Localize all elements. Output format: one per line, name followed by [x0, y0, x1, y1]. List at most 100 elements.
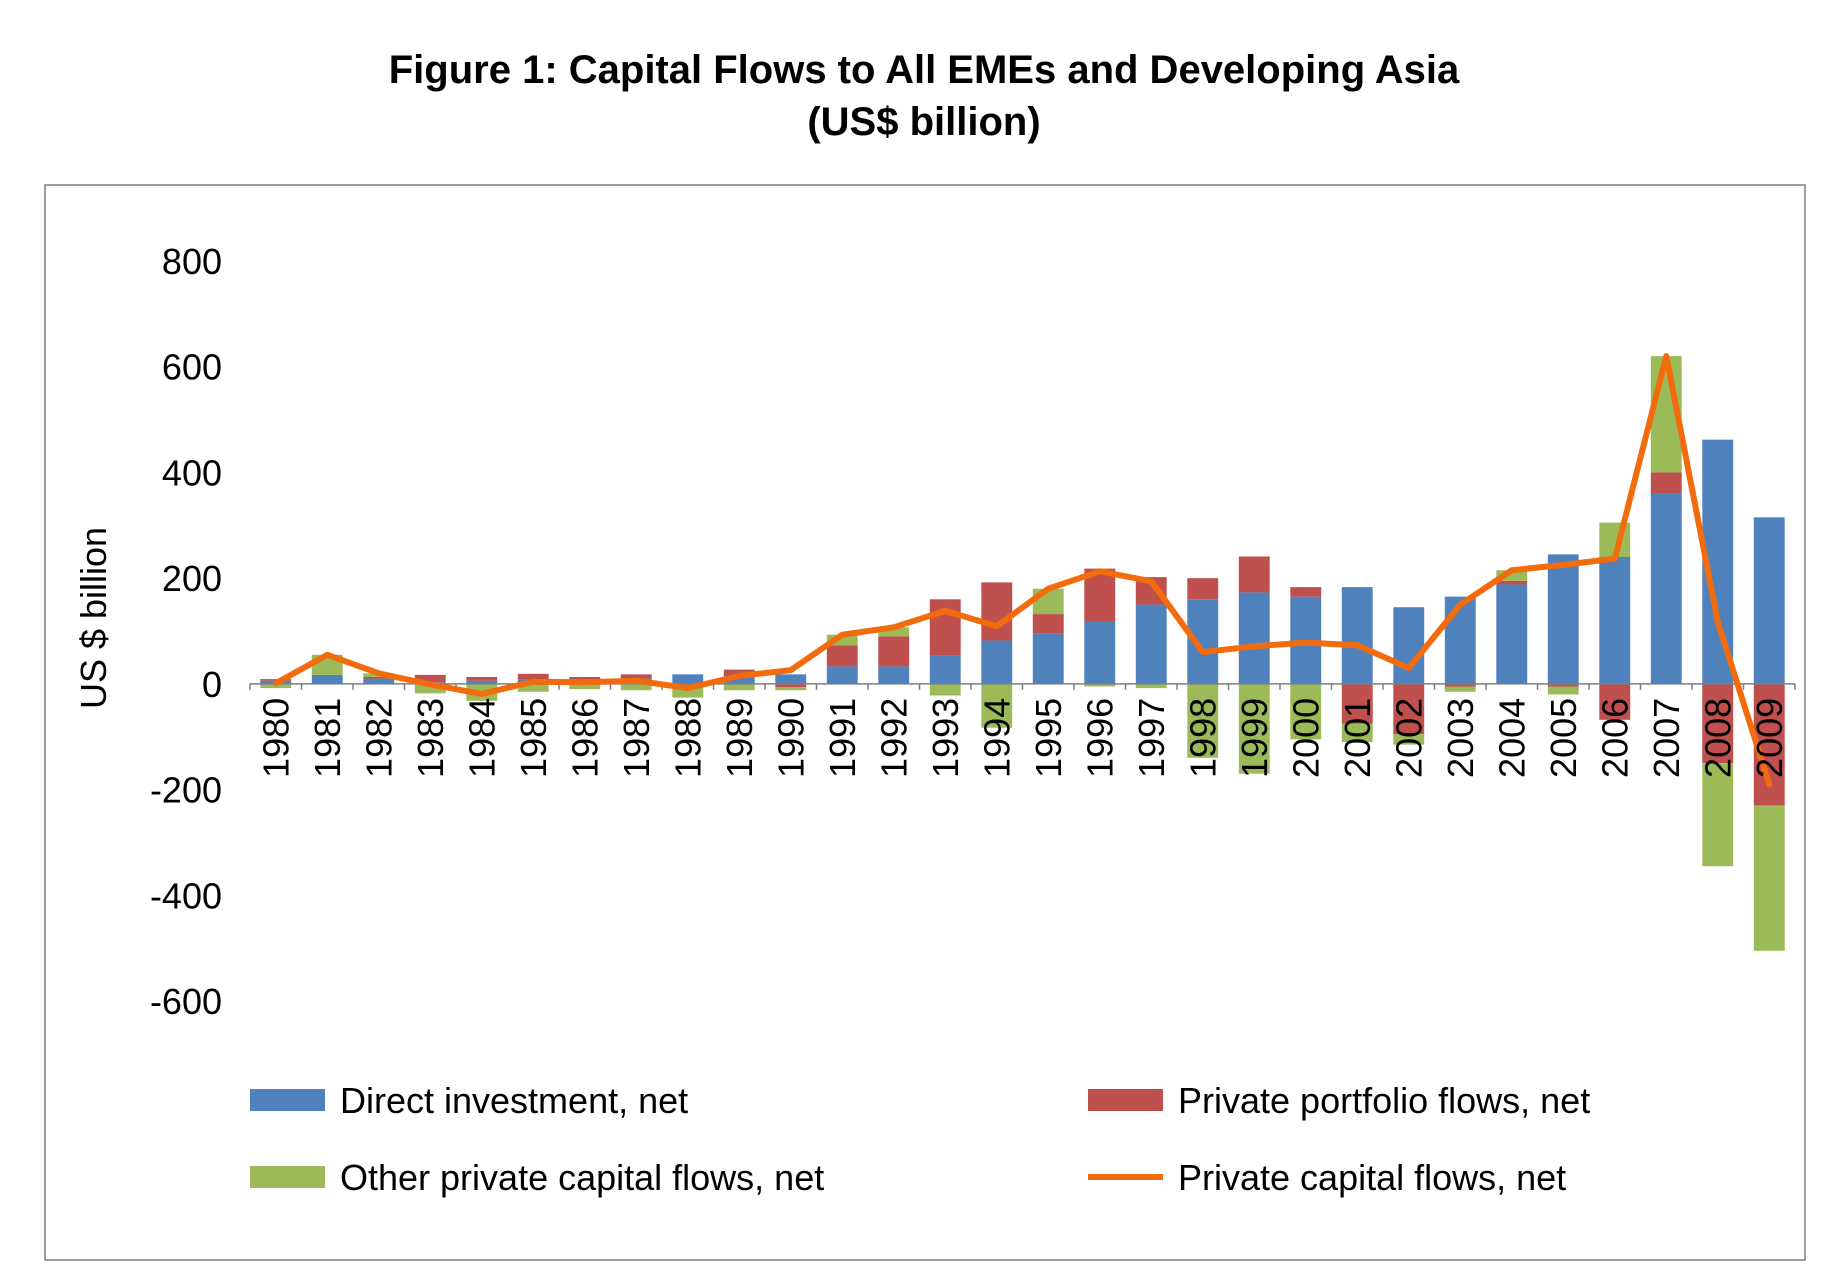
bar-segment — [1341, 587, 1373, 684]
chart-title: Figure 1: Capital Flows to All EMEs and … — [0, 44, 1848, 148]
x-tick-label: 2001 — [1337, 698, 1378, 778]
bar-segment — [363, 676, 395, 679]
bar-segment — [1187, 578, 1219, 600]
y-tick-label: 400 — [162, 452, 222, 493]
legend-swatch — [1088, 1089, 1163, 1111]
bar-segment — [1599, 683, 1631, 720]
bar-segment — [414, 674, 446, 683]
bar-segment — [981, 640, 1013, 684]
bar-segment — [929, 655, 961, 684]
x-tick-label: 1991 — [822, 698, 863, 778]
x-tick-label: 1990 — [771, 698, 812, 778]
bar-segment — [1496, 580, 1528, 585]
bar-segment — [260, 679, 292, 681]
bar-segment — [723, 677, 755, 684]
bar-segment — [414, 683, 446, 694]
x-tick-label: 2000 — [1286, 698, 1327, 778]
x-tick-label: 2006 — [1595, 698, 1636, 778]
bar-segment — [1238, 556, 1270, 593]
bars — [260, 356, 1785, 951]
bar-segment — [1238, 683, 1270, 774]
bar-segment — [1547, 686, 1579, 695]
y-tick-label: 800 — [162, 241, 222, 282]
bar-segment — [1547, 683, 1579, 687]
legend-swatch — [250, 1089, 325, 1111]
x-tick-label: 1983 — [410, 698, 451, 778]
x-tick-label: 1992 — [874, 698, 915, 778]
line-private-capital-flows — [272, 353, 1773, 788]
legend-swatch — [250, 1166, 325, 1188]
bar-segment — [1496, 584, 1528, 684]
y-axis-label: US $ billion — [73, 527, 114, 709]
bar-segment — [1341, 683, 1373, 724]
bar-segment — [1702, 683, 1734, 764]
bar-segment — [929, 683, 961, 696]
bar-segment — [1135, 604, 1167, 684]
bar-segment — [826, 645, 858, 667]
x-tick-label: 2005 — [1543, 698, 1584, 778]
x-tick-label: 2008 — [1698, 698, 1739, 778]
bar-segment — [1187, 683, 1219, 758]
x-tick-label: 1994 — [977, 698, 1018, 778]
bar-segment — [1135, 683, 1167, 689]
y-tick-label: -200 — [150, 770, 222, 811]
bar-segment — [1084, 621, 1116, 684]
x-tick-label: 1982 — [359, 698, 400, 778]
bar-segment — [878, 636, 910, 667]
x-tick-label: 1995 — [1028, 698, 1069, 778]
bar-segment — [1393, 734, 1425, 745]
bar-segment — [1393, 607, 1425, 684]
bar-segment — [311, 675, 343, 684]
bar-segment — [775, 674, 807, 684]
y-tick-label: -600 — [150, 981, 222, 1022]
y-tick-label: 0 — [202, 664, 222, 705]
bar-segment — [363, 678, 395, 684]
x-axis — [249, 683, 1796, 690]
bar-segment — [1496, 570, 1528, 581]
bar-segment — [1032, 588, 1064, 615]
x-tick-label: 2007 — [1646, 698, 1687, 778]
bar-segment — [826, 666, 858, 684]
bar-segment — [672, 674, 704, 684]
bar-segment — [620, 674, 652, 679]
x-tick-label: 1986 — [565, 698, 606, 778]
legend-label: Private capital flows, net — [1178, 1157, 1566, 1198]
y-axis: 800 600 400 200 0 -200 -400 -600 — [150, 241, 222, 1022]
chart-title-line-2: (US$ billion) — [807, 100, 1041, 144]
y-tick-label: 200 — [162, 558, 222, 599]
chart-frame — [44, 184, 1806, 1261]
x-tick-label: 1996 — [1080, 698, 1121, 778]
x-tick-label: 1993 — [925, 698, 966, 778]
x-tick-label: 1981 — [307, 698, 348, 778]
x-tick-label: 2003 — [1440, 698, 1481, 778]
bar-segment — [1547, 554, 1579, 684]
x-tick-label: 1998 — [1183, 698, 1224, 778]
bar-segment — [1444, 686, 1476, 692]
y-tick-label: 600 — [162, 347, 222, 388]
x-tick-label: 2009 — [1749, 698, 1790, 778]
bar-segment — [1650, 493, 1682, 684]
bar-segment — [1753, 517, 1785, 684]
bar-segment — [1032, 614, 1064, 634]
line-series — [272, 353, 1773, 788]
bar-segment — [1393, 683, 1425, 735]
bar-segment — [620, 683, 652, 691]
bar-segment — [826, 634, 858, 646]
bar-segment — [878, 666, 910, 684]
bar-segment — [466, 676, 498, 681]
bar-segment — [981, 683, 1013, 728]
bar-segment — [1753, 805, 1785, 951]
x-tick-label: 1987 — [616, 698, 657, 778]
x-tick-label: 2002 — [1389, 698, 1430, 778]
bar-segment — [775, 687, 807, 691]
x-tick-label: 1989 — [719, 698, 760, 778]
bar-segment — [1341, 723, 1373, 742]
bar-segment — [517, 683, 549, 692]
bar-segment — [1444, 683, 1476, 687]
bar-segment — [775, 683, 807, 688]
legend-label: Direct investment, net — [340, 1080, 688, 1121]
bar-segment — [1084, 683, 1116, 687]
bar-segment — [466, 680, 498, 684]
x-tick-label: 1984 — [462, 698, 503, 778]
